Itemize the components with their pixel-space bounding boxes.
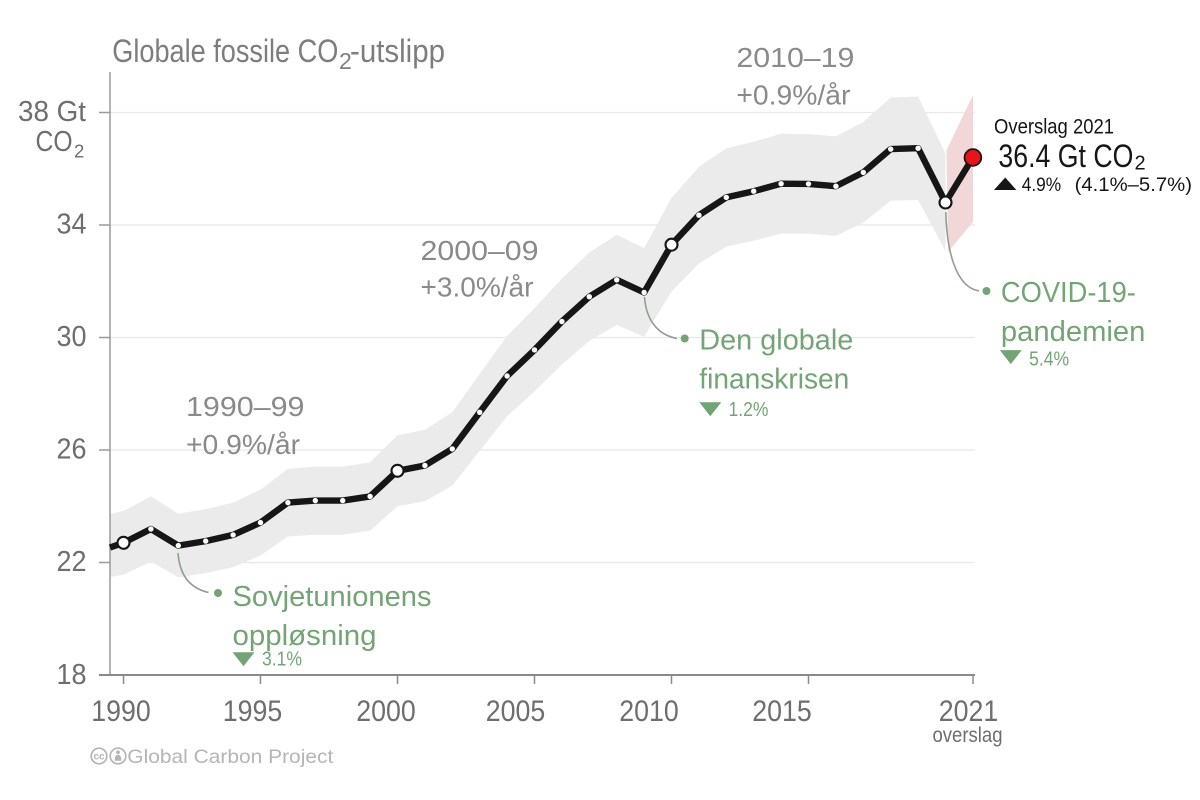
svg-text:1995: 1995 [223, 695, 283, 728]
svg-text:5.4%: 5.4% [1029, 349, 1069, 371]
svg-text:2000–09: 2000–09 [421, 235, 539, 266]
svg-text:38 Gt: 38 Gt [18, 96, 86, 128]
svg-text:CO: CO [36, 126, 73, 158]
svg-text:1990–99: 1990–99 [186, 391, 305, 422]
svg-text:2: 2 [339, 48, 352, 74]
svg-text:+0.9%/år: +0.9%/år [186, 429, 300, 460]
svg-text:3.1%: 3.1% [262, 649, 302, 671]
svg-text:4.9%: 4.9% [1022, 174, 1061, 196]
svg-text:+3.0%/år: +3.0%/år [421, 272, 534, 303]
svg-text:+0.9%/år: +0.9%/år [736, 80, 850, 111]
svg-text:34: 34 [57, 208, 87, 240]
svg-text:Sovjetunionens: Sovjetunionens [233, 580, 432, 612]
svg-text:COVID-19-: COVID-19- [1001, 276, 1136, 308]
svg-text:Den globale: Den globale [699, 324, 853, 356]
svg-text:2: 2 [1135, 153, 1146, 175]
svg-text:(4.1%–5.7%): (4.1%–5.7%) [1075, 174, 1192, 196]
svg-text:1990: 1990 [91, 695, 151, 728]
svg-text:finanskrisen: finanskrisen [699, 363, 849, 395]
svg-text:Overslag 2021: Overslag 2021 [994, 116, 1114, 139]
svg-text:overslag: overslag [933, 724, 1003, 747]
svg-text:1.2%: 1.2% [729, 399, 769, 421]
svg-text:-utslipp: -utslipp [350, 33, 445, 69]
svg-text:oppløsning: oppløsning [233, 619, 377, 651]
svg-text:cc: cc [93, 752, 105, 763]
svg-text:2000: 2000 [356, 695, 416, 728]
svg-text:2: 2 [74, 141, 84, 162]
svg-text:2010: 2010 [619, 695, 679, 728]
svg-text:18: 18 [57, 659, 87, 691]
svg-text:Global Carbon Project: Global Carbon Project [127, 746, 334, 768]
svg-text:2015: 2015 [752, 695, 812, 728]
svg-text:2021: 2021 [939, 695, 999, 728]
svg-text:30: 30 [57, 321, 87, 353]
svg-text:2005: 2005 [486, 695, 546, 728]
svg-text:2010–19: 2010–19 [736, 42, 854, 73]
svg-text:36.4 Gt CO: 36.4 Gt CO [998, 138, 1133, 174]
svg-text:pandemien: pandemien [1001, 315, 1146, 347]
svg-text:Globale fossile CO: Globale fossile CO [112, 33, 338, 69]
svg-text:26: 26 [57, 433, 87, 465]
svg-text:22: 22 [57, 546, 87, 578]
